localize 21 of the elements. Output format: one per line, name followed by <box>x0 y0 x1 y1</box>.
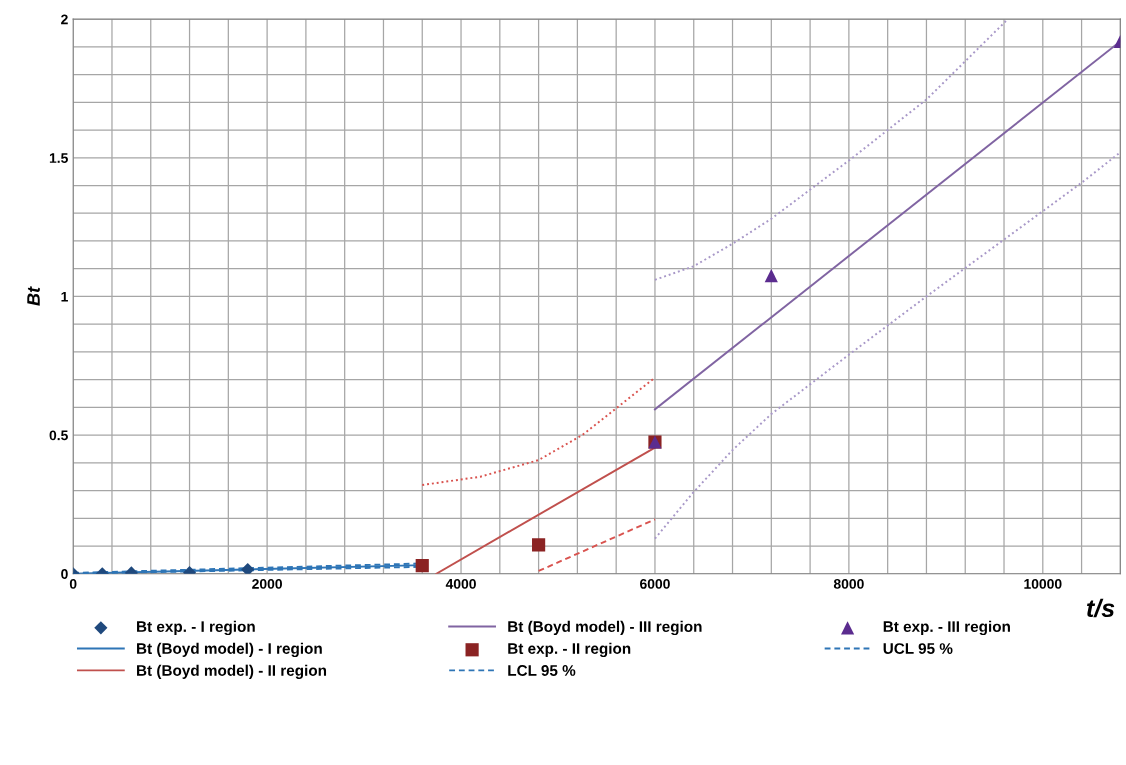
x-tick-label: 10000 <box>1024 578 1062 589</box>
legend-label: Bt (Boyd model) - II region <box>137 664 327 679</box>
legend-label: LCL 95 % <box>508 665 576 676</box>
x-tick-label: 8000 <box>833 578 864 589</box>
x-tick-label: 2000 <box>252 578 282 589</box>
y-axis-title: Bt <box>27 286 40 306</box>
x-tick-label: 6000 <box>640 578 670 589</box>
y-tick-label: 1.5 <box>49 153 68 163</box>
legend-label: Bt (Boyd model) - I region <box>137 642 322 658</box>
y-tick-label: 0 <box>61 569 68 579</box>
legend-label: Bt exp. - II region <box>508 642 631 658</box>
legend-label: Bt exp. - I region <box>137 620 255 636</box>
legend-label: Bt exp. - III region <box>883 620 1010 636</box>
x-axis-title: t/s <box>1087 598 1115 618</box>
x-tick-label: 0 <box>69 578 77 589</box>
y-tick-label: 0.5 <box>49 430 68 441</box>
y-tick-label: 2 <box>61 14 68 25</box>
x-tick-label: 4000 <box>445 578 476 589</box>
legend-label: Bt (Boyd model) - III region <box>508 620 702 636</box>
y-tick-label: 1 <box>61 291 68 302</box>
legend-label: UCL 95 % <box>883 643 953 654</box>
